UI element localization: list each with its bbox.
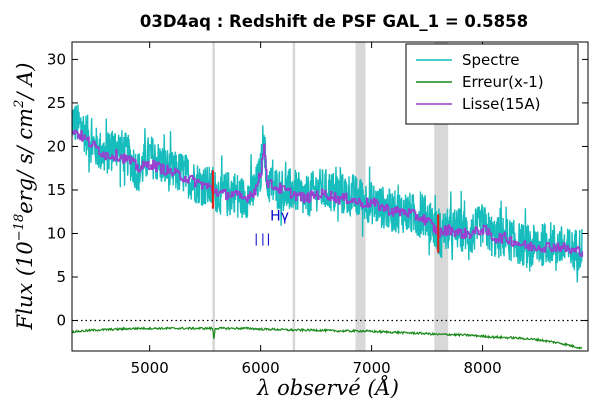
x-tick-label-2: 7000 [353, 359, 391, 377]
axis-ticks: 5000 6000 7000 8000 0 5 10 15 20 25 30 [47, 42, 588, 377]
y-label-exponent2: 2 [12, 100, 27, 109]
y-label-base: Flux (10 [13, 241, 37, 330]
y-tick-label-6: 30 [47, 50, 66, 68]
legend-label-1: Erreur(x-1) [462, 73, 544, 91]
chart-title: 03D4aq : Redshift de PSF GAL_1 = 0.5858 [140, 12, 528, 31]
legend-label-2: Lisse(15A) [462, 95, 540, 113]
line-label-layer: Hγ [255, 208, 289, 246]
legend-box [405, 43, 579, 125]
x-tick-label-1: 6000 [242, 359, 280, 377]
marker-layer [211, 170, 440, 253]
y-tick-label-5: 25 [47, 94, 66, 112]
series-layer [71, 104, 584, 350]
y-label-exponent: −18 [12, 214, 27, 241]
y-tick-label-2: 10 [47, 224, 66, 242]
legend: Spectre Erreur(x-1) Lisse(15A) [405, 43, 579, 125]
series-lisse-15a [72, 129, 584, 257]
x-tick-label-3: 8000 [463, 359, 501, 377]
line-label-0: Hγ [270, 208, 289, 224]
y-tick-label-1: 5 [56, 268, 66, 286]
y-label-rest: erg/ s/ cm [13, 108, 37, 214]
x-tick-label-0: 5000 [131, 359, 169, 377]
x-axis-label: λ observé (Å) [256, 375, 399, 400]
series-spectre [71, 104, 583, 283]
y-label-tail: / A) [13, 63, 37, 102]
y-tick-label-4: 20 [47, 137, 66, 155]
series-erreur-x-1 [72, 326, 583, 350]
y-axis-label: Flux (10−18erg/ s/ cm2/ A) [12, 63, 37, 331]
y-tick-label-3: 15 [47, 181, 66, 199]
legend-label-0: Spectre [462, 51, 519, 69]
y-tick-label-0: 0 [56, 312, 66, 330]
plot-frame [71, 41, 589, 352]
